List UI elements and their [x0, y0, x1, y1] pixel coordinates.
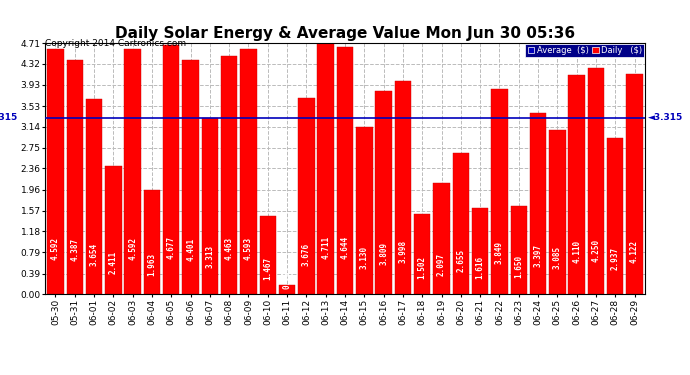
Text: 1.502: 1.502 — [417, 256, 426, 279]
Text: 4.250: 4.250 — [591, 239, 600, 262]
Text: 2.411: 2.411 — [109, 251, 118, 274]
Text: 4.592: 4.592 — [51, 237, 60, 260]
Bar — [607, 138, 624, 294]
Text: 3.676: 3.676 — [302, 242, 311, 266]
Text: 4.122: 4.122 — [630, 240, 639, 262]
Text: 4.463: 4.463 — [225, 237, 234, 261]
Bar — [221, 56, 237, 294]
Bar — [472, 208, 489, 294]
Bar — [337, 46, 353, 294]
Bar — [279, 285, 295, 294]
Text: 2.937: 2.937 — [611, 247, 620, 270]
Text: 0.183: 0.183 — [283, 266, 292, 290]
Text: 1.616: 1.616 — [475, 256, 484, 279]
Text: 3.849: 3.849 — [495, 241, 504, 264]
Text: 4.592: 4.592 — [128, 237, 137, 260]
Text: 4.711: 4.711 — [322, 236, 331, 259]
Text: 3.085: 3.085 — [553, 246, 562, 269]
Text: Copyright 2014 Cartronics.com: Copyright 2014 Cartronics.com — [45, 39, 186, 48]
Bar — [453, 153, 469, 294]
Bar — [530, 113, 546, 294]
Text: 1.650: 1.650 — [514, 255, 523, 279]
Bar — [395, 81, 411, 294]
Text: 3.998: 3.998 — [398, 240, 407, 264]
Text: 4.387: 4.387 — [70, 238, 79, 261]
Bar — [298, 98, 315, 294]
Text: 2.655: 2.655 — [456, 249, 465, 272]
Bar — [414, 214, 431, 294]
Text: ►3.315: ►3.315 — [0, 113, 18, 122]
Bar — [124, 50, 141, 294]
Text: 3.130: 3.130 — [359, 246, 368, 269]
Text: 4.401: 4.401 — [186, 238, 195, 261]
Bar — [588, 68, 604, 294]
Text: 4.593: 4.593 — [244, 237, 253, 260]
Bar — [144, 190, 160, 294]
Bar — [433, 183, 450, 294]
Text: 4.644: 4.644 — [340, 236, 350, 260]
Bar — [240, 50, 257, 294]
Text: 2.097: 2.097 — [437, 252, 446, 276]
Bar — [182, 60, 199, 294]
Bar — [105, 166, 121, 294]
Text: 3.654: 3.654 — [90, 243, 99, 266]
Bar — [317, 43, 334, 294]
Bar — [356, 128, 373, 294]
Bar — [491, 89, 508, 294]
Text: 1.963: 1.963 — [148, 254, 157, 276]
Bar — [86, 99, 102, 294]
Text: 4.110: 4.110 — [572, 240, 581, 263]
Bar — [163, 45, 179, 294]
Bar — [627, 75, 643, 294]
Text: 3.809: 3.809 — [379, 242, 388, 265]
Bar — [569, 75, 585, 294]
Text: 3.397: 3.397 — [533, 244, 542, 267]
Text: 3.313: 3.313 — [206, 245, 215, 268]
Legend: Average  ($), Daily   ($): Average ($), Daily ($) — [526, 44, 644, 57]
Bar — [66, 60, 83, 294]
Bar — [511, 206, 527, 294]
Bar — [47, 50, 63, 294]
Bar — [549, 130, 566, 294]
Bar — [375, 91, 392, 294]
Bar — [259, 216, 276, 294]
Title: Daily Solar Energy & Average Value Mon Jun 30 05:36: Daily Solar Energy & Average Value Mon J… — [115, 26, 575, 40]
Text: 4.677: 4.677 — [167, 236, 176, 259]
Text: ◄3.315: ◄3.315 — [648, 113, 683, 122]
Bar — [201, 118, 218, 294]
Text: 1.467: 1.467 — [264, 256, 273, 280]
